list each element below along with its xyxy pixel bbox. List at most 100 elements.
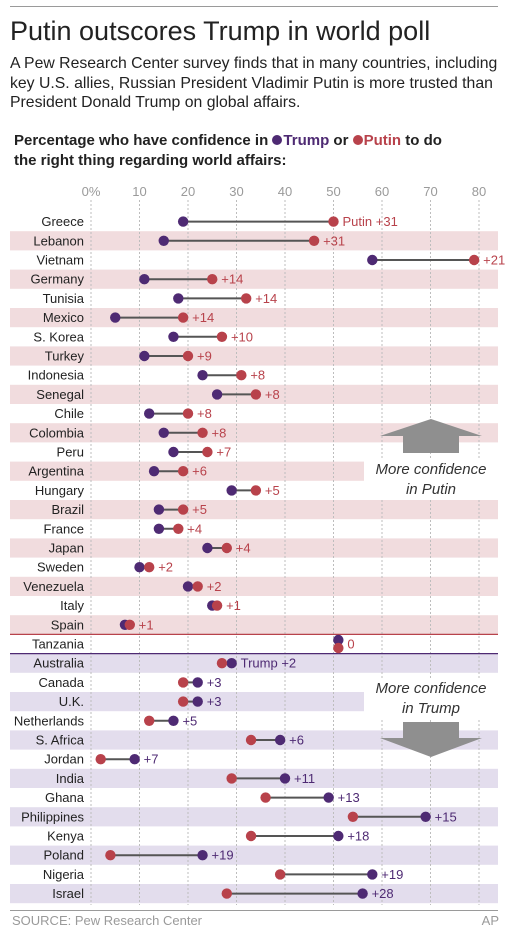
difference-label: +8 (265, 387, 280, 402)
putin-dot (347, 811, 359, 822)
putin-dot (216, 658, 228, 669)
difference-label: +14 (255, 291, 277, 306)
chart-row: Turkey +9 (45, 349, 212, 364)
trump-dot (197, 370, 208, 381)
row-band (10, 576, 498, 596)
difference-label: +3 (207, 675, 222, 690)
chart-row: Jordan +7 (44, 752, 158, 767)
trump-dot (211, 389, 223, 400)
difference-label: +2 (158, 560, 173, 575)
putin-dot (211, 600, 223, 611)
country-label: Turkey (45, 349, 85, 364)
country-label: Spain (51, 617, 84, 632)
country-label: Italy (60, 598, 84, 613)
difference-label: +8 (197, 406, 212, 421)
x-tick-label: 0% (82, 184, 101, 199)
difference-label: +19 (381, 867, 403, 882)
chart-row: Lebanon +31 (33, 233, 345, 248)
question-line-2: the right thing regarding world affairs: (14, 152, 287, 169)
putin-dot (250, 485, 262, 496)
putin-dot (144, 715, 155, 726)
putin-dot (124, 619, 135, 630)
trump-dot (158, 235, 169, 246)
trump-dot (110, 312, 121, 323)
putin-dot (177, 677, 189, 688)
chart-row: Chile +8 (54, 406, 211, 421)
down-arrow-icon (380, 722, 482, 757)
putin-dot (308, 235, 320, 246)
footer-rule (10, 910, 498, 911)
country-label: Indonesia (28, 368, 85, 383)
trump-dot (139, 274, 150, 285)
putin-dot (221, 888, 232, 899)
difference-label: +7 (216, 445, 231, 460)
trump-dot (173, 293, 184, 304)
trump-dot (323, 792, 334, 803)
putin-dot (177, 312, 189, 323)
putin-dot (192, 581, 203, 592)
question-prefix: Percentage who have confidence in (14, 132, 273, 149)
difference-label: +14 (192, 310, 214, 325)
difference-label: +5 (265, 483, 280, 498)
chart-row: Peru +7 (57, 445, 232, 460)
putin-dot (221, 542, 232, 554)
section-dividers (10, 633, 498, 655)
chart-row: S. Africa +6 (36, 733, 304, 748)
country-label: S. Korea (33, 329, 84, 344)
putin-dot (333, 642, 344, 654)
chart-row: Spain +1 (51, 617, 154, 632)
country-label: India (56, 771, 85, 786)
x-tick-label: 10 (132, 184, 146, 199)
chart-row: India +11 (56, 771, 315, 786)
trump-annotation-line1: More confidence (375, 680, 487, 697)
row-band (10, 538, 498, 558)
difference-label: +4 (187, 521, 202, 536)
trump-dot (134, 562, 145, 573)
country-label: Colombia (29, 425, 85, 440)
trump-dot (197, 850, 208, 861)
x-tick-label: 40 (278, 184, 292, 199)
difference-label: +1 (139, 617, 154, 632)
putin-dot (177, 466, 189, 477)
chart-row: France +4 (44, 521, 203, 536)
putin-dot (202, 446, 213, 458)
country-label: Netherlands (14, 713, 85, 728)
chart-row: Kenya +18 (47, 829, 369, 844)
putin-dot (207, 274, 218, 285)
country-label: Sweden (37, 560, 84, 575)
difference-label: +21 (483, 253, 505, 268)
chart-row: S. Korea +10 (33, 329, 253, 344)
trump-dot (182, 581, 194, 592)
difference-label: +5 (182, 713, 197, 728)
row-band (10, 308, 498, 328)
country-label: Australia (33, 656, 84, 671)
putin-dot (177, 696, 189, 707)
country-label: Peru (57, 445, 84, 460)
chart-row: Vietnam +21 (37, 253, 506, 268)
putin-dot (173, 523, 184, 534)
trump-annotation: More confidence in Trump (364, 679, 498, 719)
putin-annotation-line1: More confidence (375, 461, 487, 478)
country-label: Vietnam (37, 253, 84, 268)
row-band (10, 269, 498, 289)
difference-label: +13 (338, 790, 360, 805)
top-rule (10, 6, 498, 7)
row-band (10, 653, 498, 673)
putin-dot (468, 254, 480, 266)
putin-dot (260, 792, 271, 803)
country-label: U.K. (59, 694, 84, 709)
country-label: Jordan (44, 752, 84, 767)
difference-label: +2 (207, 579, 222, 594)
trump-dot (168, 331, 179, 342)
difference-label: +4 (236, 541, 251, 556)
chart-row: Hungary +5 (35, 483, 280, 498)
chart-row: Argentina +6 (28, 464, 207, 479)
difference-label: +5 (192, 502, 207, 517)
country-label: Poland (44, 848, 84, 863)
page-title: Putin outscores Trump in world poll (10, 16, 431, 46)
chart-row: Ghana +13 (45, 790, 360, 805)
chart-row: Venezuela +2 (23, 579, 221, 594)
putin-dot (197, 427, 208, 438)
source-note: SOURCE: Pew Research Center (12, 913, 203, 928)
country-label: S. Africa (36, 733, 85, 748)
